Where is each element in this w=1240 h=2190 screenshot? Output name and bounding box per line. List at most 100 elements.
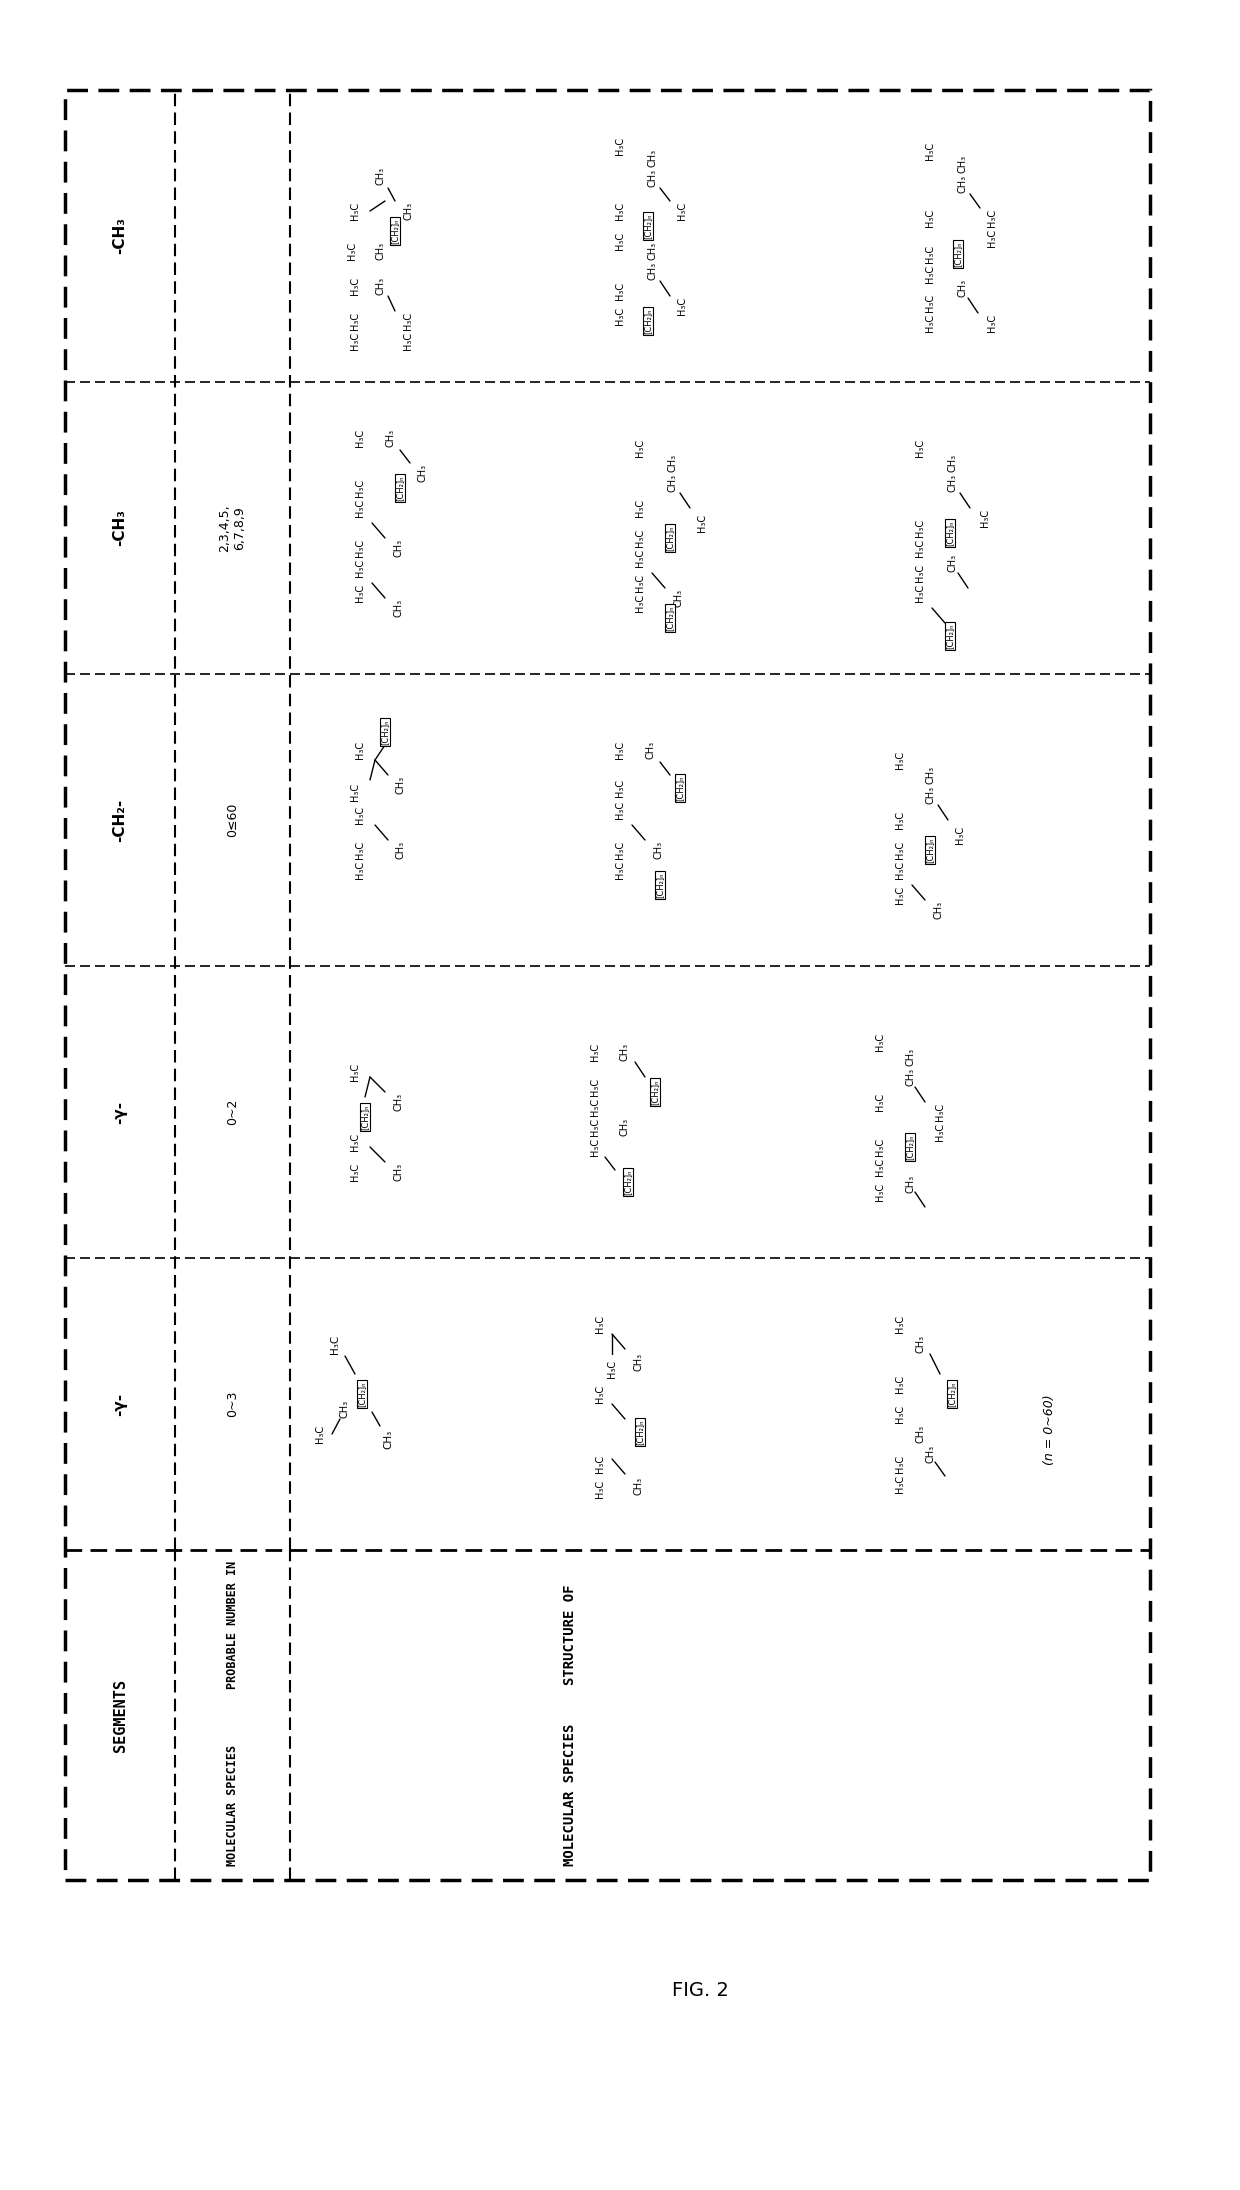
- Text: H₃C: H₃C: [915, 438, 925, 458]
- Text: CH₃: CH₃: [925, 1445, 935, 1463]
- Text: H₃C: H₃C: [355, 861, 365, 878]
- Text: H₃C: H₃C: [615, 861, 625, 878]
- Text: [CH₂]ₙ: [CH₂]ₙ: [945, 624, 955, 648]
- Text: -CH₂-: -CH₂-: [113, 799, 128, 841]
- Text: PROBABLE NUMBER IN: PROBABLE NUMBER IN: [226, 1561, 239, 1688]
- Text: H₃C: H₃C: [350, 311, 360, 331]
- Text: H₃C: H₃C: [895, 887, 905, 904]
- Text: -CH₃: -CH₃: [113, 510, 128, 548]
- Text: H₃C: H₃C: [635, 438, 645, 458]
- Text: H₃C: H₃C: [895, 1314, 905, 1334]
- Text: CH₃: CH₃: [925, 786, 935, 804]
- Text: H₃C: H₃C: [355, 841, 365, 858]
- Text: H₃C: H₃C: [347, 241, 357, 261]
- Text: [CH₂]ₙ: [CH₂]ₙ: [624, 1169, 632, 1196]
- Text: H₃C: H₃C: [925, 265, 935, 283]
- Text: H₃C: H₃C: [915, 585, 925, 602]
- Text: H₃C: H₃C: [355, 806, 365, 823]
- Text: CH₃: CH₃: [632, 1353, 644, 1371]
- Text: CH₃: CH₃: [393, 539, 403, 556]
- Text: [CH₂]ₙ: [CH₂]ₙ: [396, 475, 404, 502]
- Text: CH₃: CH₃: [915, 1426, 925, 1443]
- Text: H₃C: H₃C: [615, 283, 625, 300]
- Text: CH₃: CH₃: [647, 263, 657, 280]
- Text: [CH₂]ₙ: [CH₂]ₙ: [945, 521, 955, 545]
- Text: H₃C: H₃C: [355, 740, 365, 760]
- Text: H₃C: H₃C: [925, 245, 935, 263]
- Text: H₃C: H₃C: [677, 201, 687, 219]
- Text: CH₃: CH₃: [673, 589, 683, 607]
- Text: H₃C: H₃C: [615, 232, 625, 250]
- Text: H₃C: H₃C: [595, 1454, 605, 1474]
- Text: CH₃: CH₃: [374, 276, 384, 296]
- Text: FIG. 2: FIG. 2: [672, 1980, 728, 1999]
- Text: [CH₂]ₙ: [CH₂]ₙ: [651, 1080, 660, 1104]
- Text: CH₃: CH₃: [925, 766, 935, 784]
- Text: CH₃: CH₃: [915, 1336, 925, 1353]
- Text: H₃C: H₃C: [315, 1426, 325, 1443]
- Text: H₃C: H₃C: [635, 530, 645, 548]
- Text: H₃C: H₃C: [350, 276, 360, 296]
- Text: H₃C: H₃C: [925, 313, 935, 333]
- Text: [CH₂]ₙ: [CH₂]ₙ: [656, 872, 665, 898]
- Text: CH₃: CH₃: [647, 149, 657, 166]
- Text: STRUCTURE OF: STRUCTURE OF: [563, 1586, 577, 1686]
- Text: 0~2: 0~2: [226, 1099, 239, 1126]
- Text: H₃C: H₃C: [615, 201, 625, 219]
- Text: H₃C: H₃C: [925, 142, 935, 160]
- Text: CH₃: CH₃: [905, 1069, 915, 1086]
- Text: CH₃: CH₃: [340, 1399, 350, 1419]
- Text: CH₃: CH₃: [396, 841, 405, 858]
- Text: H₃C: H₃C: [980, 508, 990, 528]
- Text: H₃C: H₃C: [403, 311, 413, 331]
- Text: [CH₂]ₙ: [CH₂]ₙ: [676, 775, 684, 802]
- Text: H₃C: H₃C: [595, 1314, 605, 1334]
- Text: H₃C: H₃C: [355, 585, 365, 602]
- Text: CH₃: CH₃: [632, 1476, 644, 1496]
- Text: CH₃: CH₃: [645, 740, 655, 760]
- Text: CH₃: CH₃: [374, 166, 384, 186]
- Text: CH₃: CH₃: [403, 201, 413, 219]
- Text: [CH₂]ₙ: [CH₂]ₙ: [361, 1104, 370, 1130]
- Text: CH₃: CH₃: [374, 241, 384, 261]
- Text: CH₃: CH₃: [957, 155, 967, 173]
- Text: [CH₂]ₙ: [CH₂]ₙ: [644, 212, 652, 239]
- Text: H₃C: H₃C: [355, 539, 365, 556]
- Text: H₃C: H₃C: [590, 1139, 600, 1156]
- Text: [CH₂]ₙ: [CH₂]ₙ: [381, 718, 389, 745]
- Text: H₃C: H₃C: [987, 208, 997, 228]
- Text: CH₃: CH₃: [384, 429, 396, 447]
- Text: H₃C: H₃C: [350, 784, 360, 802]
- Text: [CH₂]ₙ: [CH₂]ₙ: [905, 1134, 915, 1161]
- Text: CH₃: CH₃: [932, 900, 942, 920]
- Text: MOLECULAR SPECIES: MOLECULAR SPECIES: [226, 1745, 239, 1866]
- Text: H₃C: H₃C: [350, 1132, 360, 1152]
- Text: -γ-: -γ-: [113, 1099, 128, 1123]
- Text: CH₃: CH₃: [393, 1093, 403, 1110]
- Text: H₃C: H₃C: [635, 550, 645, 567]
- Text: 2,3,4,5,
6,7,8,9: 2,3,4,5, 6,7,8,9: [218, 504, 247, 552]
- Text: H₃C: H₃C: [355, 480, 365, 497]
- Text: 0≤60: 0≤60: [226, 804, 239, 837]
- Text: H₃C: H₃C: [350, 1163, 360, 1180]
- Text: H₃C: H₃C: [875, 1159, 885, 1176]
- Text: H₃C: H₃C: [615, 138, 625, 155]
- Text: H₃C: H₃C: [350, 1062, 360, 1082]
- Text: CH₃: CH₃: [957, 175, 967, 193]
- Text: CH₃: CH₃: [947, 453, 957, 473]
- Text: H₃C: H₃C: [355, 499, 365, 517]
- Text: CH₃: CH₃: [418, 464, 428, 482]
- Text: CH₃: CH₃: [653, 841, 663, 858]
- Text: CH₃: CH₃: [647, 241, 657, 261]
- Text: H₃C: H₃C: [355, 429, 365, 447]
- Text: H₃C: H₃C: [590, 1042, 600, 1062]
- Text: H₃C: H₃C: [590, 1097, 600, 1117]
- Text: H₃C: H₃C: [330, 1334, 340, 1353]
- Text: (n = 0~60): (n = 0~60): [1044, 1395, 1056, 1465]
- Text: H₃C: H₃C: [895, 1406, 905, 1424]
- Text: H₃C: H₃C: [403, 333, 413, 350]
- Text: H₃C: H₃C: [915, 539, 925, 556]
- Text: H₃C: H₃C: [875, 1034, 885, 1051]
- Text: H₃C: H₃C: [935, 1104, 945, 1121]
- Text: H₃C: H₃C: [590, 1077, 600, 1095]
